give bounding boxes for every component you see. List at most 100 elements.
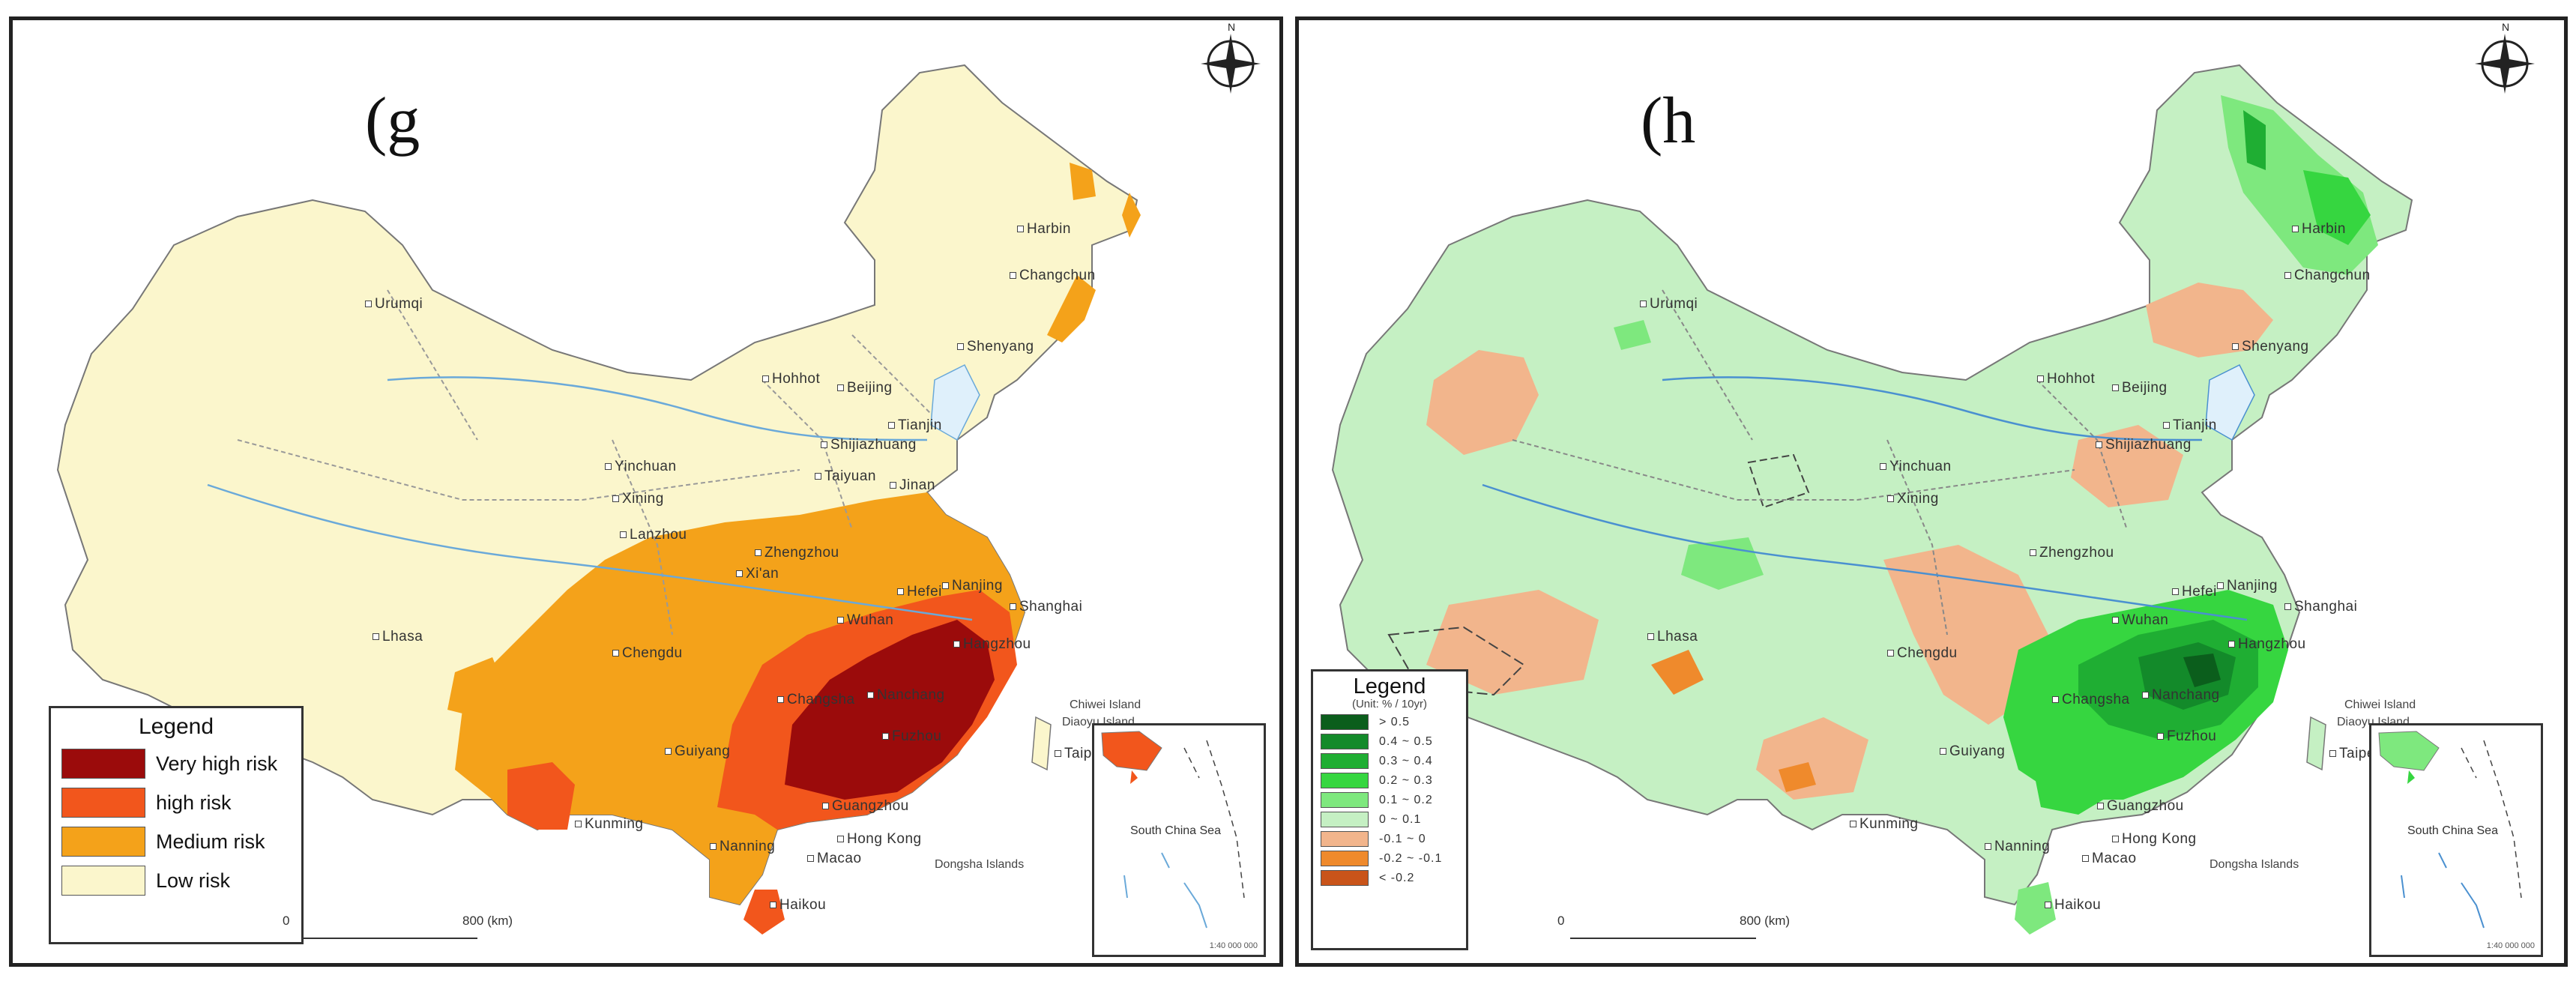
legend-label: < -0.2 [1379,871,1415,884]
south-china-sea-inset: South China Sea 1:40 000 000 [2369,723,2543,957]
legend-item: -0.1 ~ 0 [1321,831,1466,847]
legend-label: > 0.5 [1379,715,1411,728]
city-label: Guangzhou [2097,798,2184,815]
legend-swatch [1321,851,1369,866]
inset-label: South China Sea [2407,824,2498,837]
legend-label: 0 ~ 0.1 [1379,812,1422,826]
city-label: Haikou [2045,897,2101,914]
city-label: Harbin [2292,221,2346,238]
inset-map [2378,731,2522,929]
place-label: Dongsha Islands [2209,858,2299,871]
scale-label: 800 (km) [1740,914,1791,928]
compass-letter: N [1228,21,1235,33]
city-label: Xining [612,491,664,507]
hatched-area [1747,453,1810,509]
legend-swatch [61,749,145,779]
inset-map [1101,731,1245,929]
legend-label: 0.1 ~ 0.2 [1379,793,1433,806]
city-label: Hong Kong [837,831,922,848]
city-label: Nanchang [867,687,945,704]
legend-swatch [61,827,145,857]
city-label: Fuzhou [2157,728,2216,745]
city-label: Beijing [2112,380,2168,396]
positive-trend-region [1614,320,1651,350]
city-label: Shenyang [2232,339,2309,355]
legend-item: < -0.2 [1321,870,1466,886]
positive-trend-region [2183,654,2221,687]
legend-item: Low risk [61,866,301,896]
positive-trend-region [2033,755,2116,815]
city-label: Urumqi [1640,296,1698,313]
scale-label: 800 (km) [462,914,513,928]
medium-risk-region [1122,193,1141,238]
legend-label: -0.1 ~ 0 [1379,832,1426,845]
legend-swatch [1321,734,1369,749]
city-label: Hohhot [762,371,820,387]
inset-scale: 1:40 000 000 [1209,941,1258,950]
city-label: Jinan [890,477,935,494]
high-risk-region [507,762,575,830]
city-label: Hefei [897,584,942,600]
north-arrow-icon: N [2475,21,2535,94]
map-panel-h: (h Harbin Changchun Shenyang Hohhot Beij… [1295,16,2568,967]
inset-label: South China Sea [1130,824,1221,837]
city-label: Shenyang [957,339,1034,355]
legend-swatch [1321,773,1369,788]
south-china-sea-inset: South China Sea 1:40 000 000 [1092,723,1266,957]
city-label: Harbin [1017,221,1071,238]
city-label: Kunming [1850,816,1919,833]
city-label: Fuzhou [882,728,941,745]
legend-swatch [1321,792,1369,808]
city-label: Haikou [770,897,826,914]
city-label: Hefei [2172,584,2217,600]
city-label: Shanghai [1010,599,1082,615]
negative-trend-region [1883,545,2048,725]
city-label: Hohhot [2037,371,2095,387]
city-label: Shijiazhuang [2096,437,2192,453]
legend-swatch [1321,812,1369,827]
city-label: Changchun [1010,268,1096,284]
legend-label: high risk [156,791,232,814]
legend-label: -0.2 ~ -0.1 [1379,851,1443,865]
city-label: Taiyuan [815,468,876,485]
north-arrow-icon: N [1201,21,1261,94]
legend-item: 0.1 ~ 0.2 [1321,792,1466,808]
city-label: Urumqi [365,296,423,313]
panel-letter: (h [1641,85,1696,157]
legend-item: 0.3 ~ 0.4 [1321,753,1466,769]
inset-scale: 1:40 000 000 [2486,941,2535,950]
taiwan [2306,716,2326,771]
scale-zero: 0 [283,914,290,928]
city-label: Taipei [2329,746,2379,762]
legend-unit: (Unit: % / 10yr) [1351,698,1428,710]
city-label: Yinchuan [1880,459,1952,475]
positive-trend-region [2243,110,2266,170]
city-label: Hangzhou [2228,636,2306,653]
compass-letter: N [2502,21,2509,33]
medium-risk-region [1070,163,1096,200]
city-label: Wuhan [837,612,893,629]
city-label: Lhasa [372,629,423,645]
legend-item: Medium risk [61,827,301,857]
place-label: Dongsha Islands [935,858,1025,871]
place-label: Chiwei Island [1070,698,1141,711]
city-label: Changchun [2284,268,2371,284]
legend-swatch [61,866,145,896]
legend: Legend (Unit: % / 10yr) > 0.5 0.4 ~ 0.5 … [1311,669,1468,950]
city-label: Hangzhou [953,636,1031,653]
legend-item: -0.2 ~ -0.1 [1321,851,1466,866]
city-label: Zhengzhou [2030,545,2114,561]
legend-item: 0.4 ~ 0.5 [1321,734,1466,749]
city-label: Xining [1887,491,1939,507]
legend-label: Medium risk [156,830,265,853]
city-label: Lhasa [1647,629,1698,645]
legend-label: Low risk [156,869,231,892]
city-label: Yinchuan [605,459,677,475]
legend-item: 0 ~ 0.1 [1321,812,1466,827]
legend-swatch [1321,831,1369,847]
city-label: Nanjing [942,578,1003,594]
legend-label: 0.3 ~ 0.4 [1379,754,1433,767]
legend-label: 0.4 ~ 0.5 [1379,734,1433,748]
city-label: Wuhan [2112,612,2168,629]
negative-trend-region [1426,350,1539,455]
